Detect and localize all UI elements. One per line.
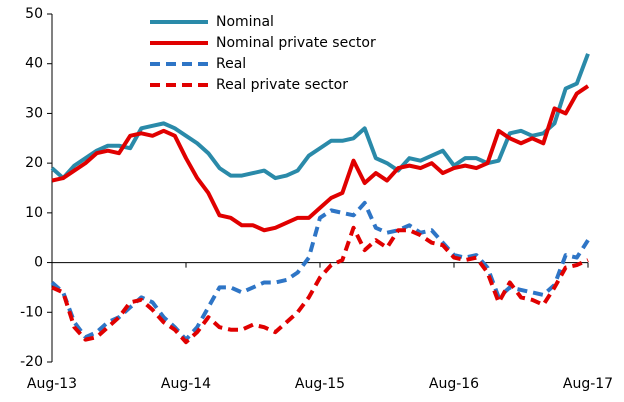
series-line [51, 84, 590, 233]
y-tick-label: 30 [25, 105, 43, 121]
x-tick-label: Aug-15 [295, 376, 345, 392]
x-tick-label: Aug-17 [563, 376, 613, 392]
series-line [50, 200, 590, 342]
x-tick-label: Aug-13 [27, 376, 77, 392]
y-tick-label: -20 [20, 354, 43, 370]
legend-label: Nominal private sector [216, 35, 376, 51]
y-tick-label: 20 [25, 155, 43, 171]
x-tick-label: Aug-16 [429, 376, 479, 392]
y-tick-label: 40 [25, 56, 43, 72]
y-tick-label: 10 [25, 205, 43, 221]
legend-label: Real private sector [216, 77, 348, 93]
y-tick-label: -10 [20, 304, 43, 320]
legend-label: Nominal [216, 14, 274, 30]
y-tick-label: 0 [34, 255, 43, 271]
y-tick-label: 50 [25, 6, 43, 22]
x-tick-label: Aug-14 [161, 376, 211, 392]
series-line [50, 53, 590, 181]
legend-label: Real [216, 56, 246, 72]
series-line [51, 225, 589, 345]
